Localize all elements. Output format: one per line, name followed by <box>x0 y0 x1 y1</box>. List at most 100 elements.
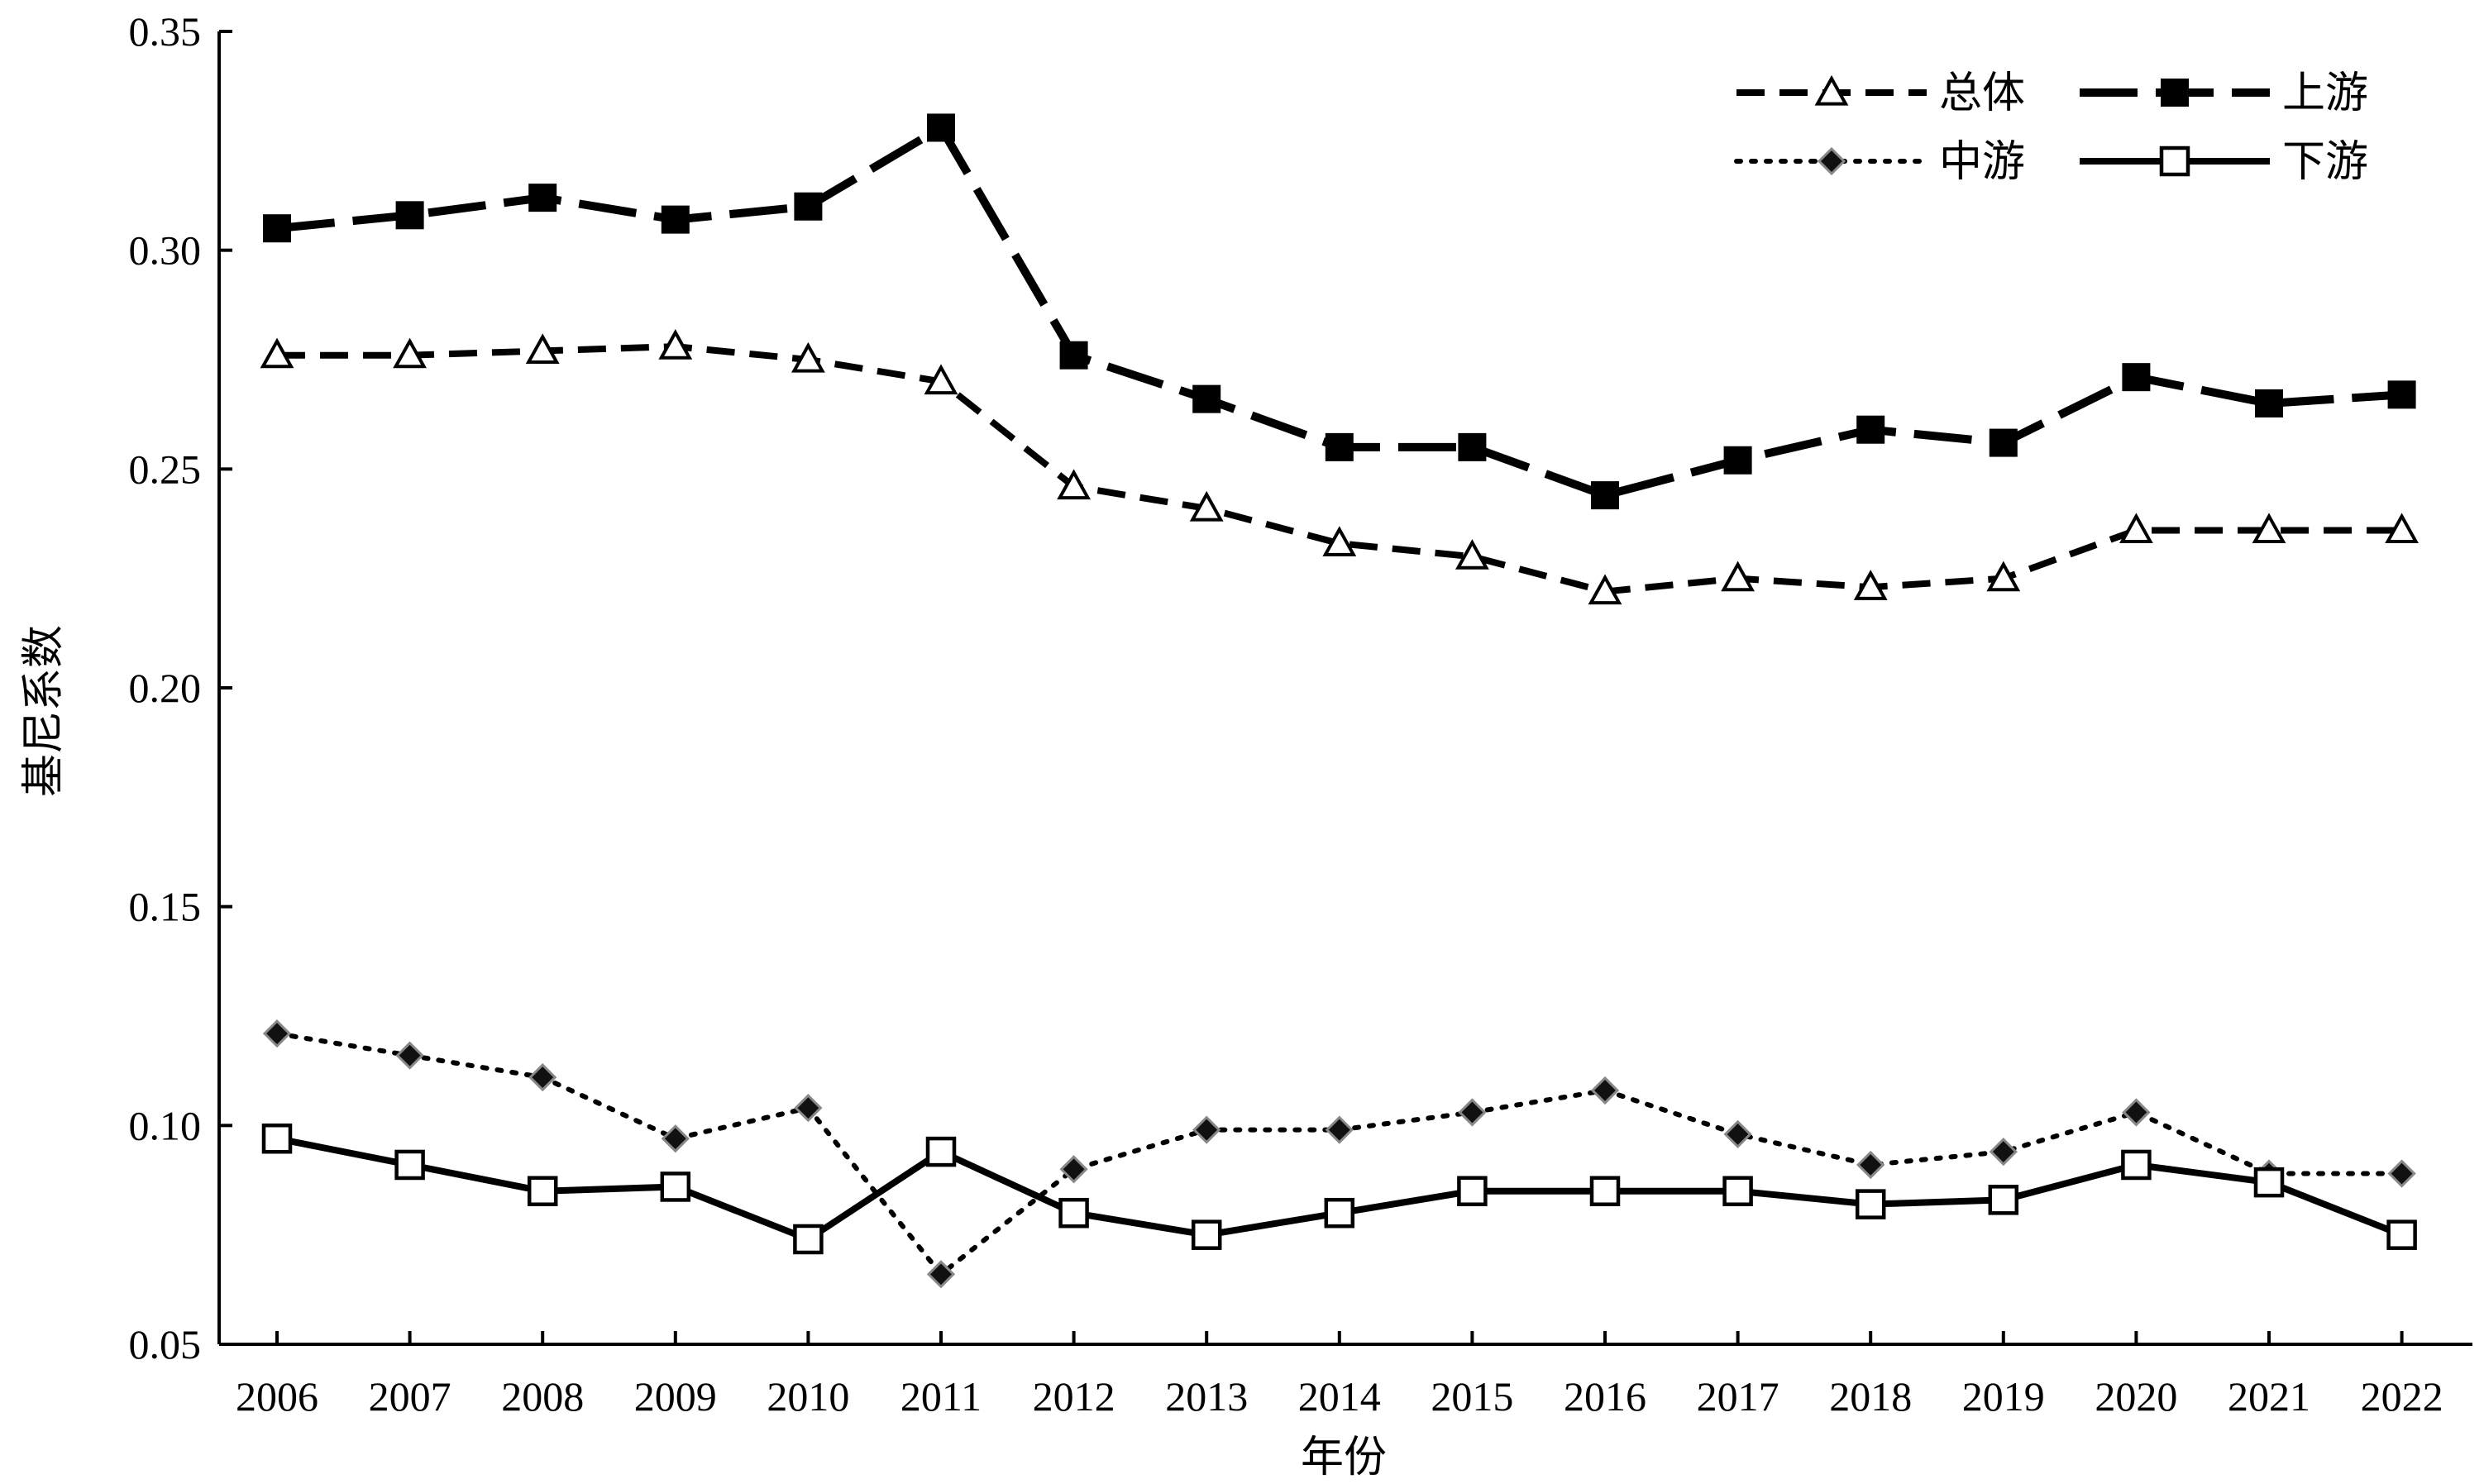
y-axis: 0.05 0.10 0.15 0.20 0.25 0.30 0.35 <box>129 8 232 1367</box>
data-point <box>528 1062 557 1092</box>
y-tick-label: 0.10 <box>129 1102 202 1148</box>
data-point <box>1588 574 1622 605</box>
x-tick-label: 2011 <box>900 1373 982 1420</box>
y-axis-title: 基尼系数 <box>19 625 69 797</box>
data-point <box>1722 1176 1753 1206</box>
data-point <box>1192 384 1221 413</box>
data-point <box>527 1176 558 1206</box>
x-tick-label: 2018 <box>1829 1373 1912 1420</box>
data-point <box>924 364 958 395</box>
series-2 <box>263 113 2416 510</box>
y-tick-label: 0.20 <box>129 665 202 711</box>
data-point <box>1856 415 1885 444</box>
x-tick-label: 2021 <box>2228 1373 2310 1420</box>
data-point <box>927 113 955 142</box>
data-point <box>1189 490 1224 522</box>
data-point <box>2252 513 2286 544</box>
data-point <box>1723 1119 1752 1149</box>
data-point <box>1324 1197 1355 1229</box>
y-tick-label: 0.15 <box>129 884 202 930</box>
data-point <box>1589 1176 1621 1206</box>
y-tick-label: 0.35 <box>129 8 202 55</box>
data-point <box>2255 389 2283 418</box>
data-point <box>2122 1098 2151 1127</box>
legend-label: 上游 <box>2282 69 2368 118</box>
data-point <box>261 1123 293 1154</box>
data-point <box>395 1041 424 1070</box>
data-point <box>2387 380 2416 409</box>
x-tick-label: 2013 <box>1165 1373 1248 1420</box>
x-tick-label: 2015 <box>1431 1373 1513 1420</box>
data-point <box>1853 570 1888 600</box>
series-3 <box>262 1019 2416 1289</box>
data-point <box>525 333 560 365</box>
data-point <box>925 1136 957 1167</box>
data-point <box>1856 1150 1885 1180</box>
legend-marker <box>1814 74 1849 106</box>
data-point <box>394 1149 425 1181</box>
x-tick-label: 2012 <box>1033 1373 1115 1420</box>
data-point <box>1723 446 1752 475</box>
data-point <box>661 1124 690 1153</box>
data-point <box>1989 1137 2018 1167</box>
data-point <box>660 1171 691 1202</box>
series-1 <box>260 329 2419 605</box>
x-tick-label: 2020 <box>2095 1373 2177 1420</box>
x-tick-label: 2019 <box>1962 1373 2045 1420</box>
y-tick-label: 0.25 <box>129 446 202 492</box>
data-point <box>1986 561 2021 592</box>
data-point <box>658 329 693 360</box>
x-axis: 2006 2007 2008 2009 2010 2011 2012 2013 2014 2015… <box>219 1331 2472 1420</box>
data-point <box>528 184 557 212</box>
legend-item: 下游 <box>2080 137 2368 187</box>
data-point <box>1191 1219 1222 1250</box>
data-point <box>926 1260 956 1289</box>
data-point <box>2121 1149 2152 1181</box>
legend-item: 中游 <box>1734 137 2025 187</box>
data-point <box>1057 469 1091 500</box>
y-tick-label: 0.05 <box>129 1321 202 1367</box>
y-tick-label: 0.30 <box>129 227 202 274</box>
data-point <box>1192 1115 1221 1144</box>
legend-marker <box>2161 79 2189 107</box>
x-tick-label: 2006 <box>236 1373 318 1420</box>
series-group <box>260 113 2419 1289</box>
data-point <box>260 337 294 369</box>
data-point <box>1058 1197 1089 1229</box>
data-point <box>395 201 424 230</box>
x-tick-label: 2022 <box>2361 1373 2443 1420</box>
legend-label: 中游 <box>1939 137 2025 187</box>
legend-marker <box>1817 146 1846 176</box>
data-point <box>2387 1159 2416 1188</box>
data-point <box>1059 341 1088 370</box>
legend-label: 下游 <box>2282 137 2368 187</box>
data-point <box>661 205 690 234</box>
x-tick-label: 2009 <box>634 1373 717 1420</box>
data-point <box>793 1224 824 1255</box>
legend-item: 上游 <box>2080 69 2368 118</box>
data-point <box>262 1019 292 1048</box>
data-point <box>1322 526 1357 556</box>
data-point <box>263 214 291 243</box>
data-point <box>1458 1098 1487 1127</box>
data-point <box>393 337 427 369</box>
x-tick-label: 2014 <box>1298 1373 1381 1420</box>
x-tick-label: 2007 <box>369 1373 451 1420</box>
data-point <box>2122 363 2151 392</box>
data-point <box>1988 1185 2019 1215</box>
data-point <box>1455 539 1489 570</box>
series-line <box>275 1031 2405 1277</box>
data-point <box>1855 1189 1886 1219</box>
data-point <box>2253 1167 2285 1198</box>
data-point <box>794 192 823 221</box>
data-point <box>1590 1076 1620 1105</box>
x-tick-label: 2016 <box>1564 1373 1646 1420</box>
data-point <box>2119 513 2153 544</box>
data-point <box>1457 1176 1488 1206</box>
data-point <box>1325 432 1354 461</box>
data-point <box>2386 1219 2417 1250</box>
x-tick-label: 2008 <box>501 1373 584 1420</box>
x-tick-label: 2017 <box>1697 1373 1779 1420</box>
data-point <box>1059 1155 1088 1184</box>
